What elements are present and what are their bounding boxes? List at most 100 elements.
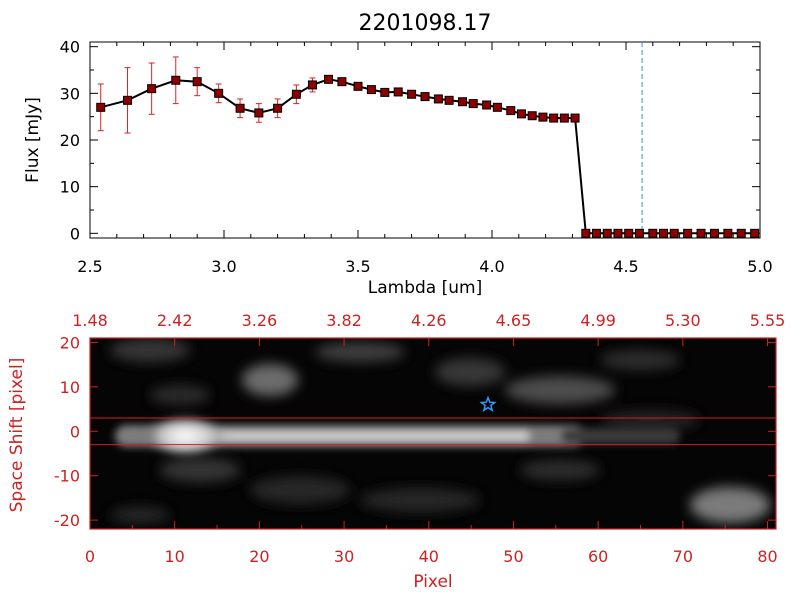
data-point [750, 228, 760, 238]
wavelength-tick-label: 5.30 [665, 311, 701, 330]
data-point [147, 84, 157, 94]
chart-title: 2201098.17 [359, 11, 492, 36]
x-tick-label: 3.5 [345, 257, 370, 276]
wavelength-tick-label: 4.99 [580, 311, 616, 330]
data-point [366, 85, 376, 95]
star-icon [479, 395, 497, 413]
data-point [602, 228, 612, 238]
spectral-image-frame [89, 337, 777, 530]
pixel-tick-label: 20 [249, 547, 269, 566]
pixel-tick-label: 30 [334, 547, 354, 566]
y-tick-label: 30 [60, 84, 80, 103]
y-tick-label: 40 [60, 38, 80, 57]
shift-tick-label: 0 [70, 422, 80, 441]
aperture-lines [90, 417, 776, 446]
data-point [723, 228, 733, 238]
spectrum-panel: 2.5 3.0 3.5 4.0 4.5 5.0 0 10 20 30 40 Lambda [um]… [23, 38, 773, 298]
x-tick-label: 4.5 [613, 257, 638, 276]
pixel-tick-label: 10 [165, 547, 185, 566]
data-point [291, 89, 301, 99]
wavelength-tick-label: 1.48 [72, 311, 108, 330]
data-point [235, 103, 245, 113]
data-point [353, 81, 363, 91]
data-point [192, 77, 202, 87]
data-point [581, 228, 591, 238]
data-point [407, 89, 417, 99]
shift-tick-label: 20 [60, 333, 80, 352]
data-point [468, 99, 478, 109]
space-shift-y-axis-label: Space Shift [pixel] [7, 358, 27, 513]
data-point [570, 113, 580, 123]
wavelength-tick-label: 4.65 [496, 311, 532, 330]
data-point [171, 75, 181, 85]
data-point [214, 88, 224, 98]
pixel-tick-label: 50 [503, 547, 523, 566]
data-point [444, 95, 454, 105]
data-point [613, 228, 623, 238]
shift-tick-label: 10 [60, 378, 80, 397]
data-point [736, 228, 746, 238]
flux-markers [96, 74, 760, 238]
cutoff-line-group [585, 42, 760, 238]
wavelength-tick-label: 3.26 [242, 311, 278, 330]
data-point [549, 113, 559, 123]
wavelength-top-ticks: 1.48 2.42 3.26 3.82 4.26 4.65 4.99 5.30 5.55 [72, 311, 785, 346]
wavelength-tick-label: 3.82 [326, 311, 362, 330]
data-point [659, 228, 669, 238]
data-point [709, 228, 719, 238]
data-point [337, 77, 347, 87]
x-tick-label: 5.0 [747, 257, 772, 276]
shift-tick-label: -20 [54, 511, 80, 530]
spectrum-x-axis-label: Lambda [um] [368, 278, 482, 298]
x-tick-label: 4.0 [479, 257, 504, 276]
data-point [516, 109, 526, 119]
pixel-tick-label: 40 [419, 547, 439, 566]
pixel-x-ticks: 0 10 20 30 40 50 60 70 80 [85, 521, 778, 566]
pixel-tick-label: 70 [673, 547, 693, 566]
spectrum-y-ticks: 0 10 20 30 40 [60, 38, 760, 243]
data-point [96, 102, 106, 112]
pixel-tick-label: 60 [588, 547, 608, 566]
y-tick-label: 20 [60, 131, 80, 150]
spectral-image-panel: 0 10 20 30 40 50 60 70 80 -20 -10 0 10 20 1.48 2.42 3.… [7, 311, 785, 592]
wavelength-tick-label: 2.42 [157, 311, 193, 330]
data-point [482, 100, 492, 110]
data-point [307, 80, 317, 90]
data-point [458, 97, 468, 107]
data-point [683, 228, 693, 238]
x-tick-label: 2.5 [77, 257, 102, 276]
data-point [506, 106, 516, 116]
data-point [624, 228, 634, 238]
shift-tick-label: -10 [54, 467, 80, 486]
data-point [559, 113, 569, 123]
space-shift-y-ticks: -20 -10 0 10 20 [54, 333, 776, 530]
spectrum-plot-frame [89, 41, 761, 239]
data-point [648, 228, 658, 238]
data-point [634, 228, 644, 238]
data-point [420, 92, 430, 102]
data-point [538, 112, 548, 122]
x-tick-label: 3.0 [211, 257, 236, 276]
y-tick-label: 10 [60, 178, 80, 197]
wavelength-tick-label: 4.26 [411, 311, 447, 330]
source-star-marker [479, 395, 497, 413]
data-point [380, 87, 390, 97]
y-tick-label: 0 [70, 224, 80, 243]
pixel-x-axis-label: Pixel [413, 572, 452, 592]
data-point [696, 228, 706, 238]
wavelength-tick-label: 5.55 [750, 311, 786, 330]
spectrum-y-axis-label: Flux [mJy] [23, 97, 43, 183]
spectrum-x-ticks: 2.5 3.0 3.5 4.0 4.5 5.0 [77, 42, 773, 276]
data-point [433, 94, 443, 104]
data-point [393, 87, 403, 97]
data-point [492, 102, 502, 112]
data-point [324, 74, 334, 84]
data-point [669, 228, 679, 238]
data-point [123, 95, 133, 105]
data-point [592, 228, 602, 238]
pixel-tick-label: 80 [757, 547, 777, 566]
data-point [254, 108, 264, 118]
flux-series-line [100, 78, 755, 235]
data-point [273, 103, 283, 113]
